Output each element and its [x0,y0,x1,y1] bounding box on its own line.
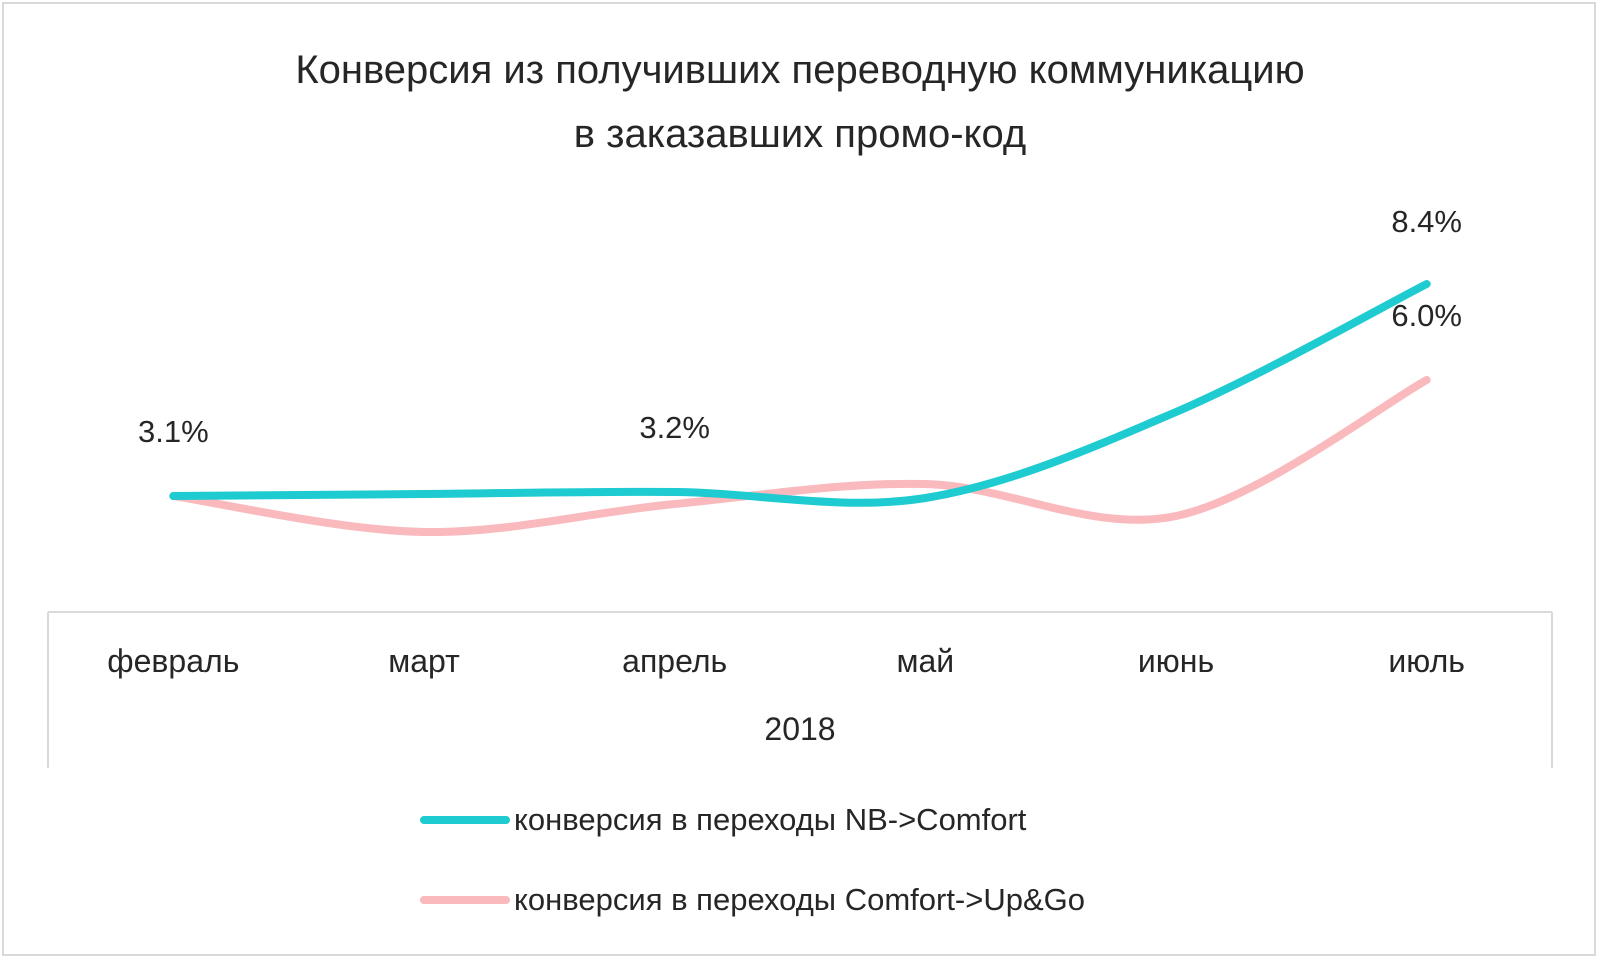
x-tick-label: апрель [622,643,727,679]
legend-item-series-1: конверсия в переходы NB->Comfort [420,802,1026,838]
series-line-1 [169,280,1431,507]
data-label: 6.0% [1391,298,1462,333]
x-axis-group-label: 2018 [764,711,835,747]
chart-title-line-1: Конверсия из получивших переводную комму… [295,48,1305,92]
legend-swatch-series-2 [420,896,510,904]
x-tick-label: февраль [107,643,239,679]
legend-label-series-1: конверсия в переходы NB->Comfort [514,802,1027,837]
x-tick-label: июнь [1138,643,1214,679]
legend-item-series-2: конверсия в переходы Comfort->Up&Go [420,882,1085,918]
chart-title-line-2: в заказавших промо-код [573,112,1027,156]
series-line-2 [169,376,1431,537]
legend-label-series-2: конверсия в переходы Comfort->Up&Go [514,882,1086,917]
x-tick-label: март [388,643,460,679]
x-tick-label: июль [1388,643,1465,679]
data-label: 3.1% [138,414,209,449]
x-tick-label: май [896,643,954,679]
legend-swatch-series-1 [420,816,510,824]
data-label: 3.2% [639,410,710,445]
data-label: 8.4% [1391,204,1462,239]
